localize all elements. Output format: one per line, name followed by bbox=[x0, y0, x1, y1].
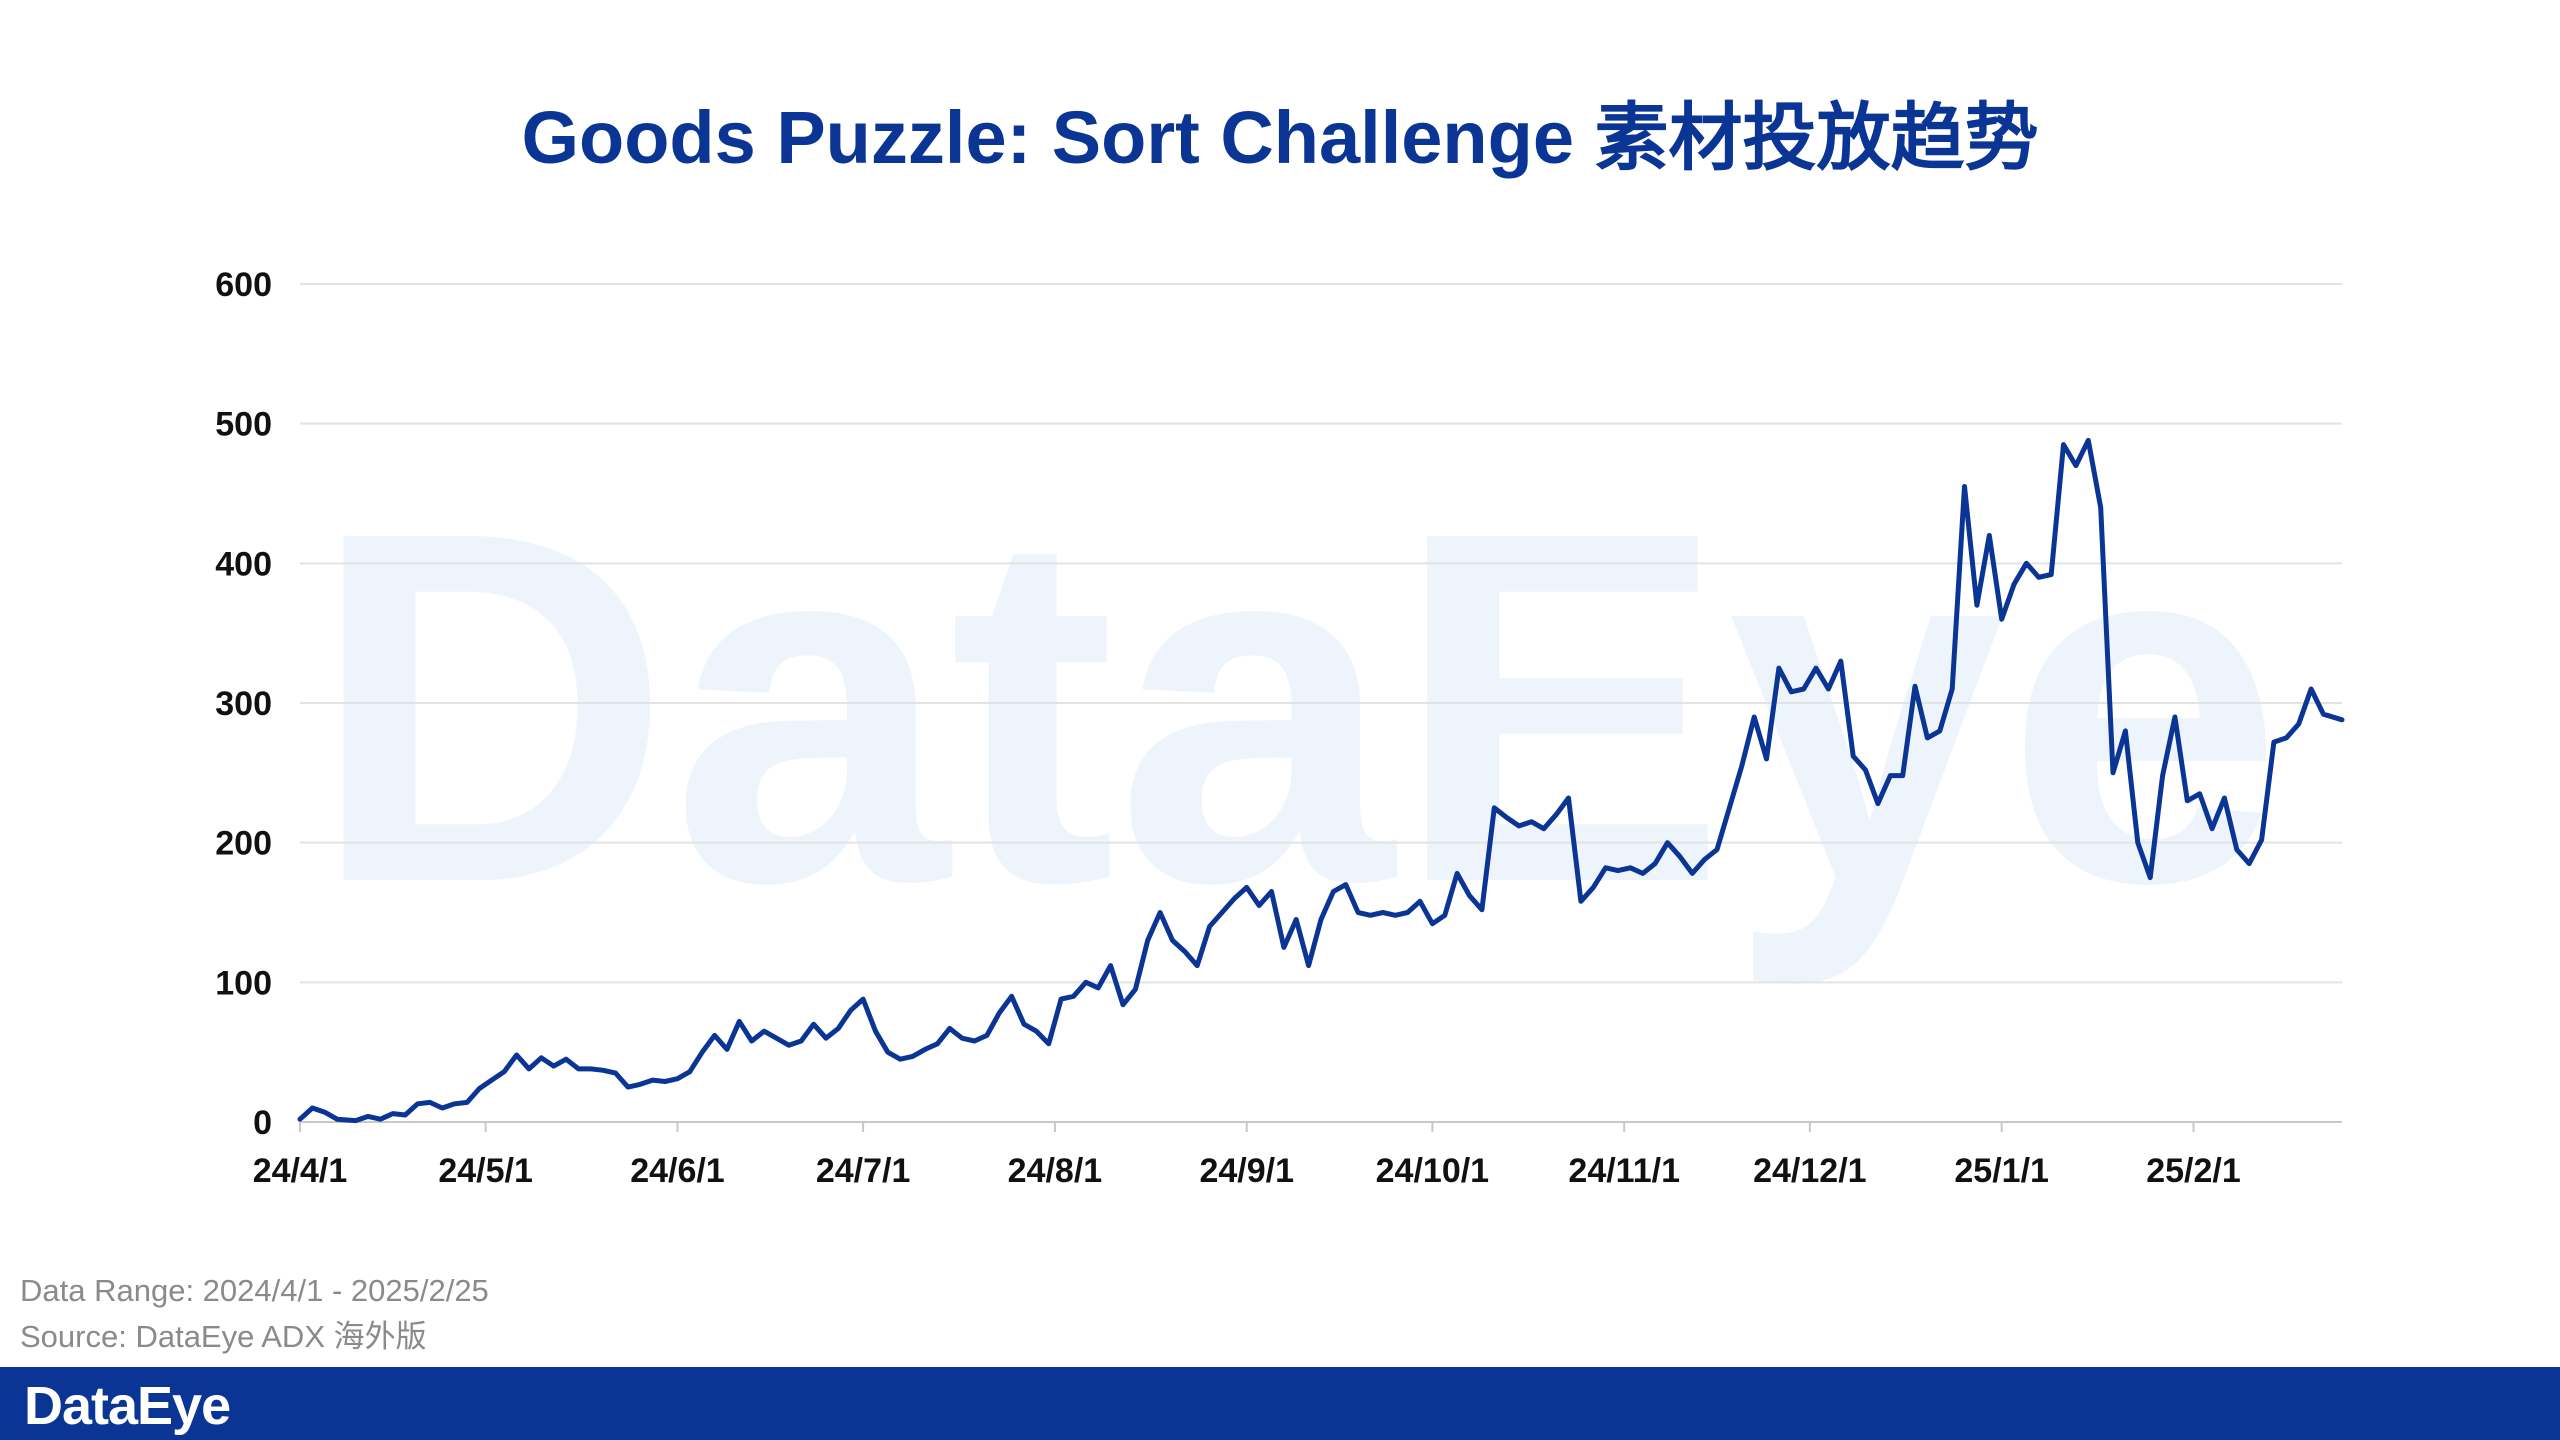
line-chart: DataEye 0 100 200 300 400 500 600 24/4/1 24/5/1… bbox=[215, 266, 2345, 1190]
x-axis: 24/4/1 24/5/1 24/6/1 24/7/1 24/8/1 24/9/1 24/1… bbox=[253, 1121, 2342, 1190]
footer-bar: DataEye bbox=[0, 1367, 2560, 1440]
x-tick-label: 25/1/1 bbox=[1954, 1152, 2049, 1190]
data-range-note: Data Range: 2024/4/1 - 2025/2/25 bbox=[20, 1273, 489, 1308]
y-tick-label: 200 bbox=[215, 825, 272, 863]
x-tick-label: 24/8/1 bbox=[1008, 1152, 1103, 1190]
series-layer bbox=[297, 437, 2345, 1124]
x-tick-label: 24/4/1 bbox=[253, 1152, 348, 1190]
x-tick-label: 24/6/1 bbox=[630, 1152, 725, 1190]
y-tick-label: 300 bbox=[215, 685, 272, 723]
x-tick-label: 25/2/1 bbox=[2146, 1152, 2241, 1190]
y-tick-label: 100 bbox=[215, 964, 272, 1002]
x-tick-label: 24/9/1 bbox=[1199, 1152, 1294, 1190]
y-axis-tick-labels: 0 100 200 300 400 500 600 bbox=[215, 266, 272, 1142]
x-tick-label: 24/12/1 bbox=[1753, 1152, 1866, 1190]
dataeye-logo: DataEye bbox=[24, 1376, 231, 1436]
y-tick-label: 0 bbox=[253, 1104, 272, 1142]
chart-title: Goods Puzzle: Sort Challenge 素材投放趋势 bbox=[521, 96, 2039, 179]
grid-lines bbox=[300, 283, 2342, 984]
x-tick-label: 24/11/1 bbox=[1568, 1152, 1680, 1190]
series-line bbox=[297, 437, 2345, 1124]
y-tick-label: 600 bbox=[215, 266, 272, 304]
x-tick-label: 24/10/1 bbox=[1376, 1152, 1489, 1190]
source-note: Source: DataEye ADX 海外版 bbox=[20, 1319, 427, 1354]
watermark-text: DataEye bbox=[310, 427, 2283, 989]
y-tick-label: 400 bbox=[215, 545, 272, 583]
x-tick-label: 24/7/1 bbox=[816, 1152, 911, 1190]
y-tick-label: 500 bbox=[215, 406, 272, 444]
x-tick-label: 24/5/1 bbox=[438, 1152, 533, 1190]
